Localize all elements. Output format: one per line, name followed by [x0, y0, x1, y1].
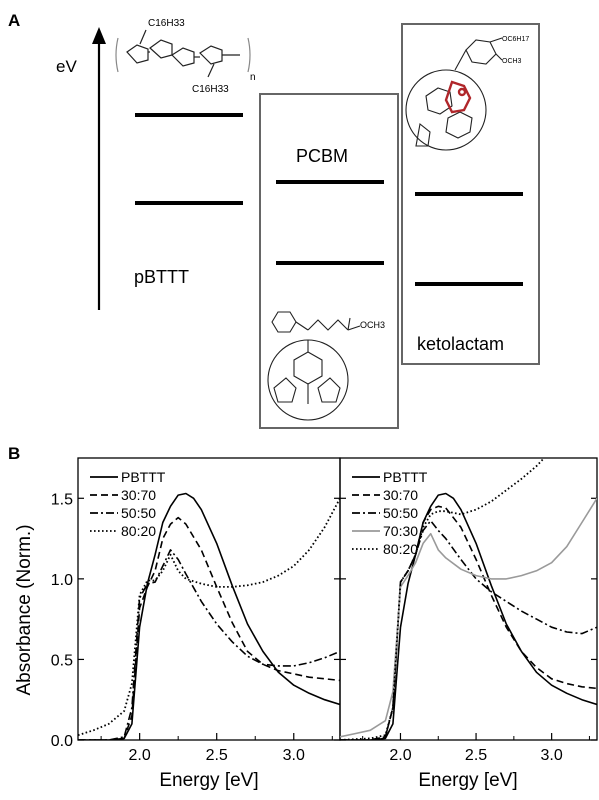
right-series-lines — [340, 458, 597, 740]
right-x-tick-label: 3.0 — [541, 747, 563, 764]
right-x-tick-label: 2.0 — [389, 747, 411, 764]
left-series-30-70 — [78, 516, 340, 740]
pbttt-structure — [115, 29, 251, 78]
left-legend-label: PBTTT — [121, 469, 166, 485]
left-legend-label: 30:70 — [121, 487, 156, 503]
pcbm-label: PCBM — [296, 146, 348, 166]
right-legend-label: 80:20 — [383, 541, 418, 557]
panel-b-label: B — [8, 444, 20, 463]
right-legend-label: 70:30 — [383, 523, 418, 539]
y-tick-label: 1.0 — [51, 572, 73, 589]
left-x-axis-label: Energy [eV] — [159, 770, 258, 791]
ketolactam-red-ring — [444, 80, 472, 114]
energy-axis-arrowhead — [92, 27, 106, 44]
panel-a-label: A — [8, 11, 20, 30]
y-axis-label: Absorbance (Norm.) — [14, 524, 35, 695]
ketolactam-box — [401, 23, 540, 365]
right-x-tick-label: 2.5 — [465, 747, 487, 764]
left-x-tick-label: 2.5 — [206, 747, 228, 764]
left-series-pbttt — [78, 492, 340, 740]
right-legend-label: 50:50 — [383, 505, 418, 521]
pcbm-box — [259, 93, 399, 429]
ketolactam-sub-mid: OCH3 — [502, 58, 522, 65]
left-series-80-20 — [78, 497, 340, 737]
right-series-80-20 — [340, 458, 545, 740]
right-legend-label: 30:70 — [383, 487, 418, 503]
pbttt-sidechain-top: C16H33 — [148, 18, 185, 29]
pcbm-ester-label: OCH3 — [360, 320, 385, 330]
left-legend: PBTTT 30:70 50:50 80:20 — [90, 469, 166, 539]
left-series-50-50 — [78, 549, 340, 740]
left-plot-frame — [77, 457, 341, 741]
pbttt-sidechain-bottom: C16H33 — [192, 84, 229, 95]
right-legend: PBTTT 30:70 50:50 70:30 80:20 — [352, 469, 428, 557]
ketolactam-label: ketolactam — [417, 334, 504, 354]
left-ticks: 2.0 2.5 3.0 0.0 0.5 1.0 1.5 — [51, 491, 340, 764]
left-x-tick-label: 2.0 — [129, 747, 151, 764]
pbttt-label: pBTTT — [134, 267, 189, 287]
right-series-pbttt — [340, 492, 597, 740]
right-series-70-30 — [340, 497, 597, 738]
left-x-tick-label: 3.0 — [283, 747, 305, 764]
pbttt-repeat-n: n — [250, 72, 256, 83]
right-plot-frame — [339, 457, 598, 741]
y-tick-label: 0.5 — [51, 652, 73, 669]
left-legend-label: 80:20 — [121, 523, 156, 539]
y-tick-label: 1.5 — [51, 491, 73, 508]
right-plot: 2.0 2.5 3.0 PBTTT 30:70 50:50 70:30 80:20 Ener… — [339, 457, 598, 791]
left-series-lines — [78, 492, 340, 740]
energy-axis-label: eV — [56, 57, 77, 76]
left-legend-label: 50:50 — [121, 505, 156, 521]
pcbm-structure — [267, 311, 361, 421]
panel-b: B Absorbance (Norm.) 2.0 2.5 3.0 0.0 0.5 1.0 1… — [8, 444, 598, 791]
ketolactam-sub-top: OC6H17 — [502, 36, 529, 43]
right-ticks: 2.0 2.5 3.0 — [340, 497, 597, 764]
left-plot: 2.0 2.5 3.0 0.0 0.5 1.0 1.5 PBTTT 30:70 50:50 80:… — [51, 457, 341, 791]
panel-a: A eV C16H33 C16H33 n pBTTT PCBM — [8, 11, 540, 429]
ketolactam-structure — [405, 37, 503, 151]
right-x-axis-label: Energy [eV] — [418, 770, 517, 791]
right-legend-label: PBTTT — [383, 469, 428, 485]
right-series-50-50 — [340, 519, 597, 740]
y-tick-label: 0.0 — [51, 733, 73, 750]
right-series-30-70 — [340, 505, 597, 740]
